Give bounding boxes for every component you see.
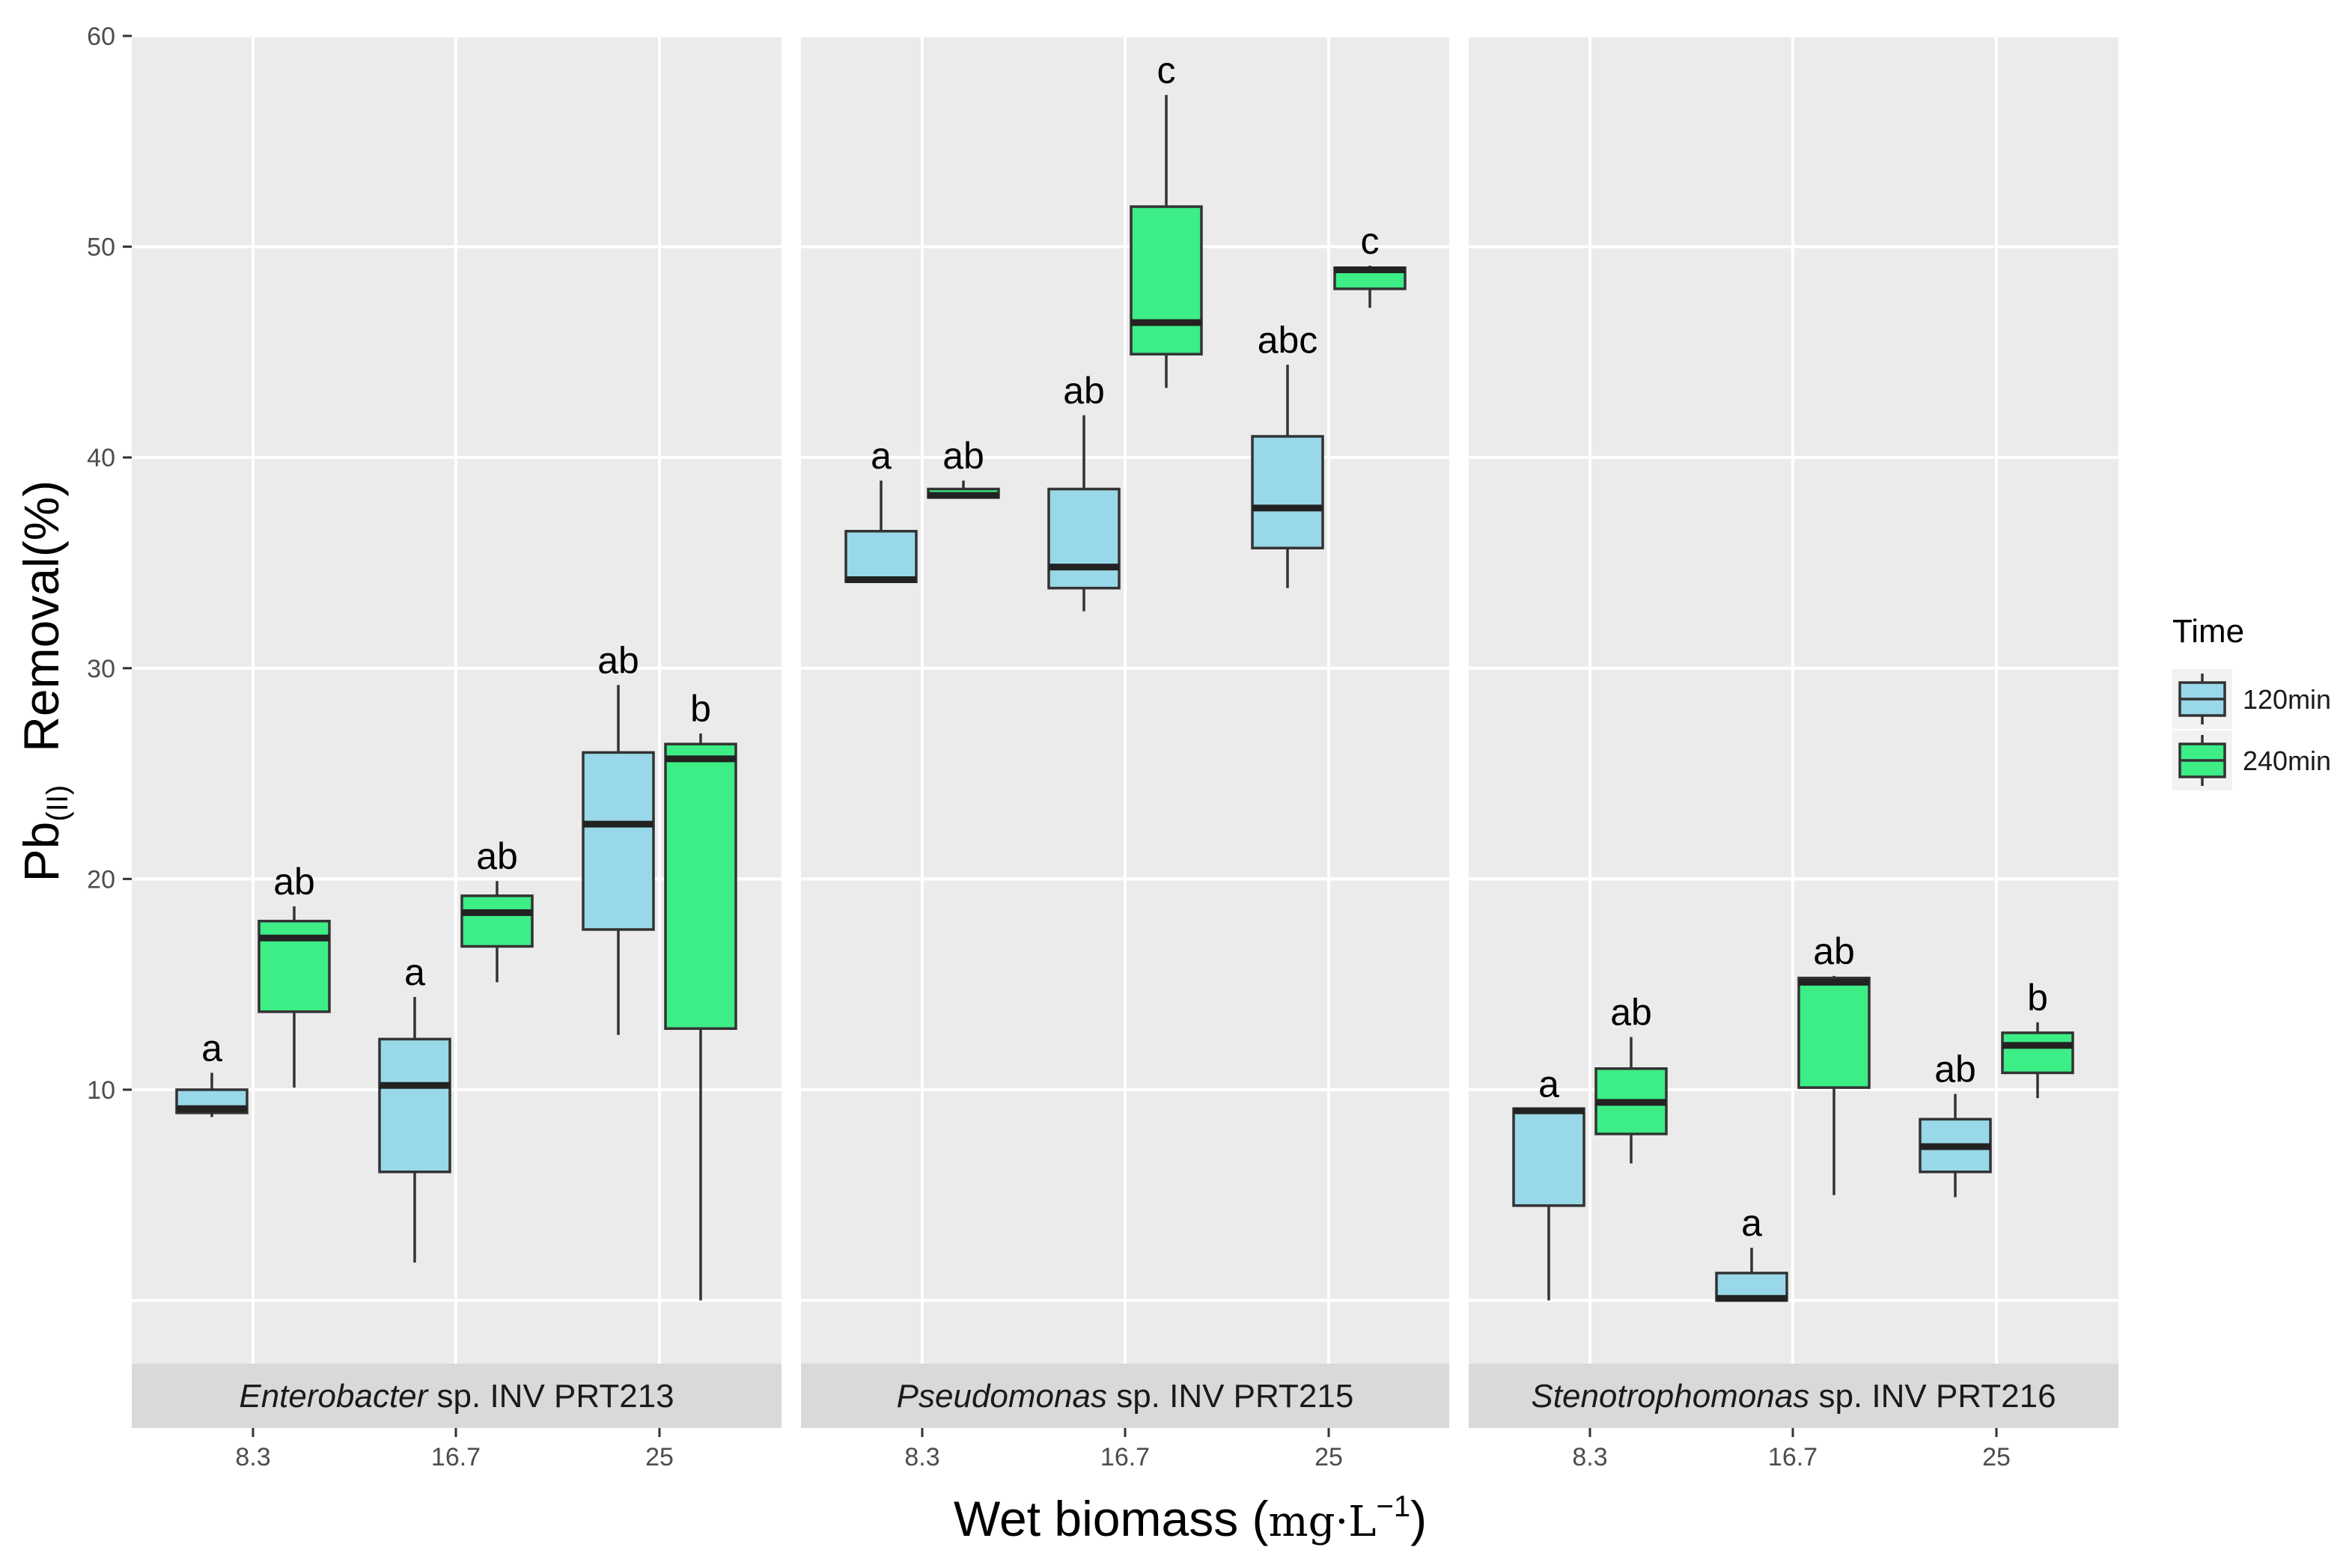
box-iqr xyxy=(1130,205,1203,356)
box-group: a xyxy=(175,1027,249,1117)
x-tick-label: 25 xyxy=(645,1443,674,1471)
x-tick-label: 25 xyxy=(1982,1443,2011,1471)
significance-label: a xyxy=(201,1027,222,1069)
facet-label-italic: Enterobacter xyxy=(239,1378,429,1415)
box-iqr xyxy=(2001,1031,2074,1075)
significance-label: ab xyxy=(1063,370,1105,412)
legend-entries: 120min 240min xyxy=(2172,669,2331,790)
y-axis: 10 20 30 40 50 60 xyxy=(87,22,132,1105)
y-tick-label: 20 xyxy=(87,865,115,894)
facet-strip-label: Pseudomonas sp. INV PRT215 xyxy=(897,1378,1354,1415)
significance-label: a xyxy=(1741,1202,1762,1244)
box-iqr xyxy=(1797,976,1871,1089)
significance-label: ab xyxy=(1813,930,1855,972)
box-group: ab xyxy=(1797,930,1871,1195)
y-tick-label: 50 xyxy=(87,234,115,262)
legend-entry: 120min xyxy=(2172,669,2331,729)
box-group: ab xyxy=(1919,1049,1992,1198)
box-group: ab xyxy=(927,435,1000,499)
box-group: a xyxy=(378,951,451,1263)
box-iqr xyxy=(844,529,918,584)
significance-label: ab xyxy=(1610,992,1652,1034)
box-iqr xyxy=(378,1037,451,1174)
box-group: b xyxy=(664,688,737,1301)
box-iqr xyxy=(582,751,655,931)
x-tick-label: 25 xyxy=(1314,1443,1343,1471)
facet-strip-label: Stenotrophomonas sp. INV PRT216 xyxy=(1531,1378,2056,1415)
box-group: c xyxy=(1333,220,1407,308)
y-tick-label: 60 xyxy=(87,22,115,51)
box-group: ab xyxy=(582,639,655,1035)
box-iqr xyxy=(1047,487,1121,590)
box-iqr xyxy=(664,742,737,1031)
facet-label-rest: sp. INV PRT215 xyxy=(1107,1378,1353,1415)
y-title-main: Pb xyxy=(13,822,69,882)
facet-strips: Enterobacter sp. INV PRT213 Pseudomonas s… xyxy=(132,1364,2118,1428)
significance-label: b xyxy=(690,688,711,730)
y-title-sub: (II) xyxy=(41,785,74,822)
box-group: a xyxy=(1512,1063,1585,1301)
box-group: ab xyxy=(258,861,331,1088)
significance-label: c xyxy=(1361,220,1380,262)
x-tick-label: 8.3 xyxy=(1572,1443,1607,1471)
facet-strip-background xyxy=(801,1364,1449,1428)
significance-label: ab xyxy=(597,639,639,681)
legend-entry: 240min xyxy=(2172,730,2331,790)
significance-label: ab xyxy=(942,435,984,477)
box-group: ab xyxy=(460,835,534,983)
facet-label-italic: Stenotrophomonas xyxy=(1531,1378,1809,1415)
y-tick-label: 40 xyxy=(87,444,115,472)
box-group: ab xyxy=(1594,992,1668,1164)
box-group: a xyxy=(844,435,918,584)
x-tick-label: 8.3 xyxy=(235,1443,270,1471)
significance-label: c xyxy=(1157,49,1176,91)
box-group: abc xyxy=(1251,319,1324,588)
box-iqr xyxy=(1512,1107,1585,1207)
y-tick-label: 30 xyxy=(87,655,115,683)
facet-strip-background xyxy=(132,1364,782,1428)
legend: Time 120min 240min xyxy=(2172,613,2331,790)
significance-label: ab xyxy=(1934,1049,1976,1090)
facet-strip-label: Enterobacter sp. INV PRT213 xyxy=(239,1378,674,1415)
significance-label: b xyxy=(2027,977,2048,1019)
facet-label-italic: Pseudomonas xyxy=(897,1378,1107,1415)
significance-label: ab xyxy=(273,861,315,903)
x-title-main: Wet biomass ( xyxy=(954,1491,1269,1546)
legend-label: 120min xyxy=(2243,684,2331,715)
significance-label: a xyxy=(1538,1063,1559,1105)
significance-label: abc xyxy=(1258,319,1318,361)
legend-title: Time xyxy=(2172,613,2244,650)
significance-label: a xyxy=(871,435,892,477)
legend-label: 240min xyxy=(2243,745,2331,776)
facet-strip-background xyxy=(1469,1364,2118,1428)
y-title-rest: Removal(%) xyxy=(13,481,69,752)
box-group: a xyxy=(1715,1202,1788,1302)
box-group: ab xyxy=(1047,370,1121,611)
x-title-unit: mg·L xyxy=(1269,1498,1377,1546)
x-tick-label: 16.7 xyxy=(431,1443,481,1471)
box-group: c xyxy=(1130,49,1203,388)
y-tick-label: 10 xyxy=(87,1076,115,1105)
facet-label-rest: sp. INV PRT216 xyxy=(1809,1378,2056,1415)
significance-label: a xyxy=(404,951,425,993)
x-title-unit-exp: −1 xyxy=(1376,1490,1410,1523)
box-iqr xyxy=(460,894,534,948)
x-axis-title: Wet biomass (mg·L−1) xyxy=(954,1490,1427,1546)
x-axis: 8.3 16.7 25 8.3 16.7 25 8.3 16.7 25 xyxy=(235,1428,2011,1471)
x-title-close: ) xyxy=(1410,1491,1427,1546)
y-axis-title: Pb(II) Removal(%) xyxy=(13,481,74,882)
box-iqr xyxy=(1251,435,1324,550)
x-tick-label: 16.7 xyxy=(1100,1443,1150,1471)
box-group: b xyxy=(2001,977,2074,1099)
x-tick-label: 8.3 xyxy=(904,1443,939,1471)
x-tick-label: 16.7 xyxy=(1768,1443,1818,1471)
facet-label-rest: sp. INV PRT213 xyxy=(427,1378,674,1415)
significance-label: ab xyxy=(476,835,518,877)
